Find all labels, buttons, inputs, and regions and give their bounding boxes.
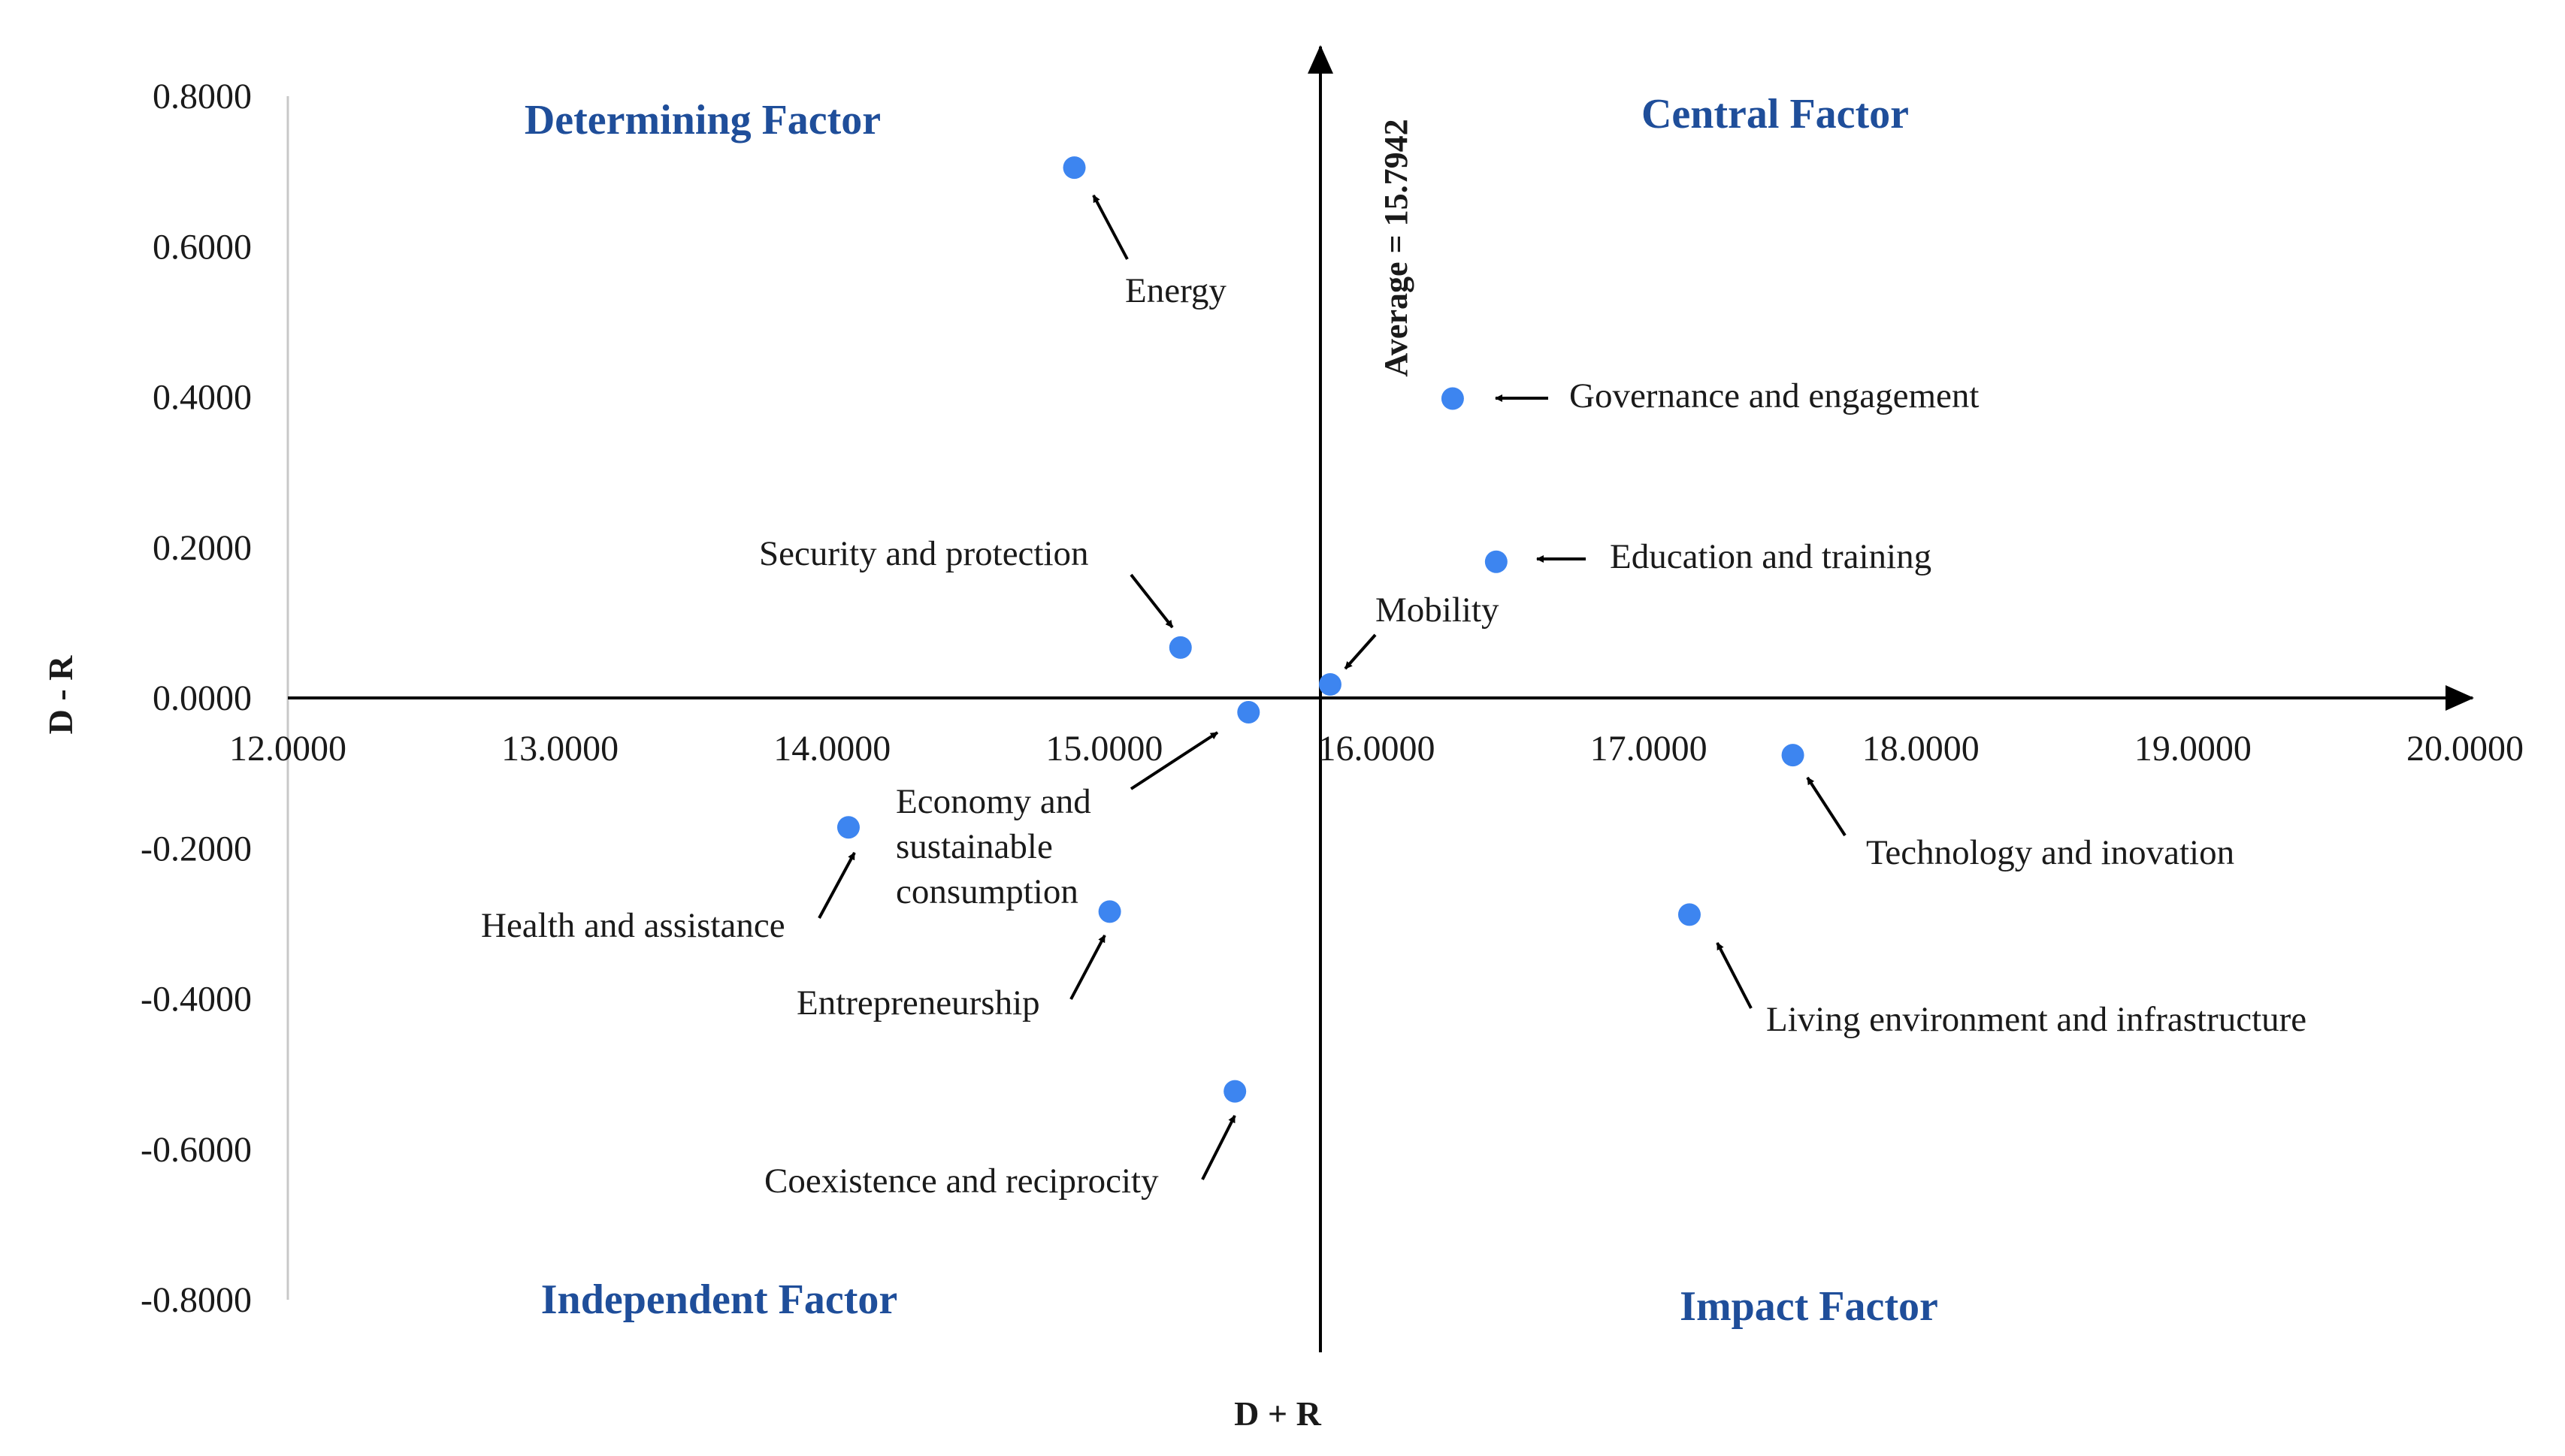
x-tick-label: 12.0000 bbox=[229, 729, 346, 769]
quadrant-label-independent: Independent Factor bbox=[541, 1276, 897, 1323]
arrow-economy bbox=[1130, 731, 1219, 790]
point-label-economy-line3: consumption bbox=[896, 872, 1078, 911]
arrow-living bbox=[1716, 942, 1753, 1009]
y-tick-label: 0.8000 bbox=[153, 77, 252, 116]
x-tick-label: 20.0000 bbox=[2406, 729, 2524, 769]
data-point-economy-and-sustainable-consumption bbox=[1237, 701, 1260, 724]
point-label-health: Health and assistance bbox=[481, 906, 785, 945]
y-axis-title: D - R bbox=[41, 655, 80, 735]
y-tick-label: -0.4000 bbox=[141, 980, 252, 1020]
y-tick-label: 0.4000 bbox=[153, 378, 252, 418]
point-label-governance: Governance and engagement bbox=[1569, 376, 1979, 415]
arrow-health bbox=[818, 852, 856, 919]
x-tick-label: 17.0000 bbox=[1590, 729, 1707, 769]
x-tick-label: 18.0000 bbox=[1862, 729, 1980, 769]
point-label-entrepreneurship: Entrepreneurship bbox=[797, 983, 1040, 1023]
arrow-entrepreneurship bbox=[1069, 935, 1106, 1000]
y-tick-label: -0.8000 bbox=[141, 1280, 252, 1320]
x-tick-label: 19.0000 bbox=[2134, 729, 2252, 769]
data-point-coexistence-and-reciprocity bbox=[1224, 1080, 1247, 1103]
data-point-energy bbox=[1063, 156, 1086, 180]
arrow-energy bbox=[1092, 195, 1129, 260]
y-tick-label: 0.2000 bbox=[153, 528, 252, 568]
x-tick-label: 15.0000 bbox=[1045, 729, 1163, 769]
data-point-security-and-protection bbox=[1169, 636, 1192, 659]
arrow-mobility bbox=[1344, 633, 1377, 670]
point-label-living: Living environment and infrastructure bbox=[1766, 1000, 2306, 1039]
point-label-coexistence: Coexistence and reciprocity bbox=[764, 1161, 1159, 1201]
x-tick-label: 13.0000 bbox=[501, 729, 619, 769]
y-tick-label: -0.2000 bbox=[141, 829, 252, 868]
y-tick-label: 0.0000 bbox=[153, 678, 252, 718]
x-tick-labels: 12.0000 13.0000 14.0000 15.0000 16.0000 17.00… bbox=[229, 729, 2524, 769]
data-point-living-environment-and-infrastructure bbox=[1677, 903, 1701, 926]
leader-arrows bbox=[818, 195, 1847, 1180]
point-label-economy-line2: sustainable bbox=[896, 827, 1053, 866]
y-tick-label: 0.6000 bbox=[153, 227, 252, 267]
point-label-mobility: Mobility bbox=[1375, 591, 1499, 630]
point-label-economy-line1: Economy and bbox=[896, 782, 1091, 821]
y-tick-labels: 0.8000 0.6000 0.4000 0.2000 0.0000 -0.2000 -0.… bbox=[141, 77, 252, 1320]
data-point-education-and-training bbox=[1484, 550, 1508, 573]
point-label-technology: Technology and inovation bbox=[1866, 833, 2234, 872]
point-label-education: Education and training bbox=[1610, 537, 1931, 576]
arrow-security bbox=[1130, 573, 1174, 629]
average-label: Average = 15.7942 bbox=[1378, 119, 1414, 376]
quadrant-label-impact: Impact Factor bbox=[1680, 1283, 1938, 1330]
arrow-technology bbox=[1806, 776, 1847, 837]
point-label-security: Security and protection bbox=[759, 534, 1089, 573]
y-tick-label: -0.6000 bbox=[141, 1130, 252, 1170]
x-tick-label: 14.0000 bbox=[773, 729, 891, 769]
point-label-energy: Energy bbox=[1125, 271, 1227, 310]
data-point-governance-and-engagement bbox=[1441, 387, 1464, 410]
data-point-health-and-assistance bbox=[836, 816, 860, 839]
quadrant-label-central: Central Factor bbox=[1641, 91, 1909, 137]
x-tick-label: 16.0000 bbox=[1318, 729, 1435, 769]
quadrant-label-determining: Determining Factor bbox=[525, 97, 881, 143]
arrow-coexistence bbox=[1201, 1115, 1236, 1180]
data-point-mobility bbox=[1318, 672, 1341, 696]
data-point-technology-and-inovation bbox=[1781, 744, 1804, 767]
data-points bbox=[836, 156, 1804, 1103]
data-point-entrepreneurship bbox=[1098, 900, 1121, 923]
x-axis-title: D + R bbox=[1234, 1394, 1321, 1433]
